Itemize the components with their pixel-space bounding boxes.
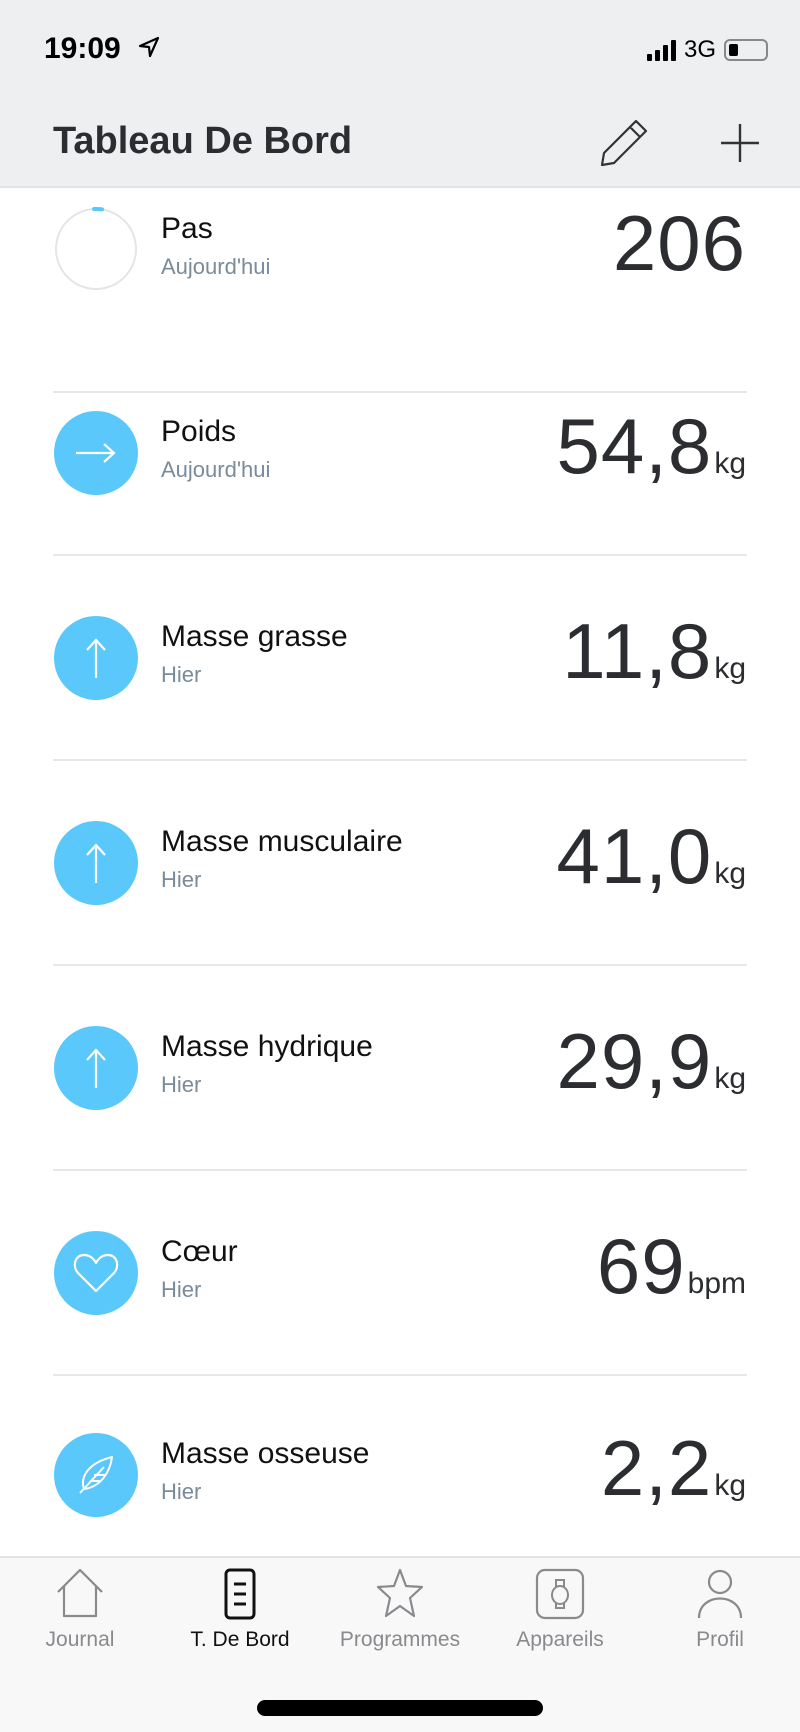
divider — [53, 391, 747, 393]
metric-label: Masse musculaire — [161, 825, 403, 858]
tab-bar: Journal T. De Bord Programmes Appareils … — [0, 1556, 800, 1732]
arrow-up-icon — [86, 1048, 106, 1088]
tab-label: Journal — [45, 1628, 115, 1651]
metric-value: 206 — [612, 199, 746, 287]
metric-row-weight[interactable]: Poids Aujourd'hui 54,8 kg — [0, 351, 800, 556]
arrow-up-icon — [86, 638, 106, 678]
add-button[interactable] — [712, 115, 768, 171]
person-icon — [697, 1569, 743, 1619]
metric-date: Aujourd'hui — [161, 457, 271, 482]
trend-badge — [54, 616, 138, 700]
metric-label: Cœur — [161, 1235, 238, 1268]
metric-label: Masse hydrique — [161, 1030, 373, 1063]
network-type: 3G — [683, 36, 716, 63]
star-icon — [376, 1568, 424, 1618]
home-icon — [57, 1568, 103, 1618]
edit-button[interactable] — [596, 115, 652, 171]
feather-icon — [79, 1456, 113, 1494]
metric-label: Pas — [161, 212, 213, 245]
metric-date: Hier — [161, 662, 202, 687]
divider — [53, 1374, 747, 1376]
metric-value: 2,2 kg — [600, 1424, 746, 1512]
home-indicator[interactable] — [257, 1700, 543, 1716]
top-bar: 19:09 3G Tableau De Bord — [0, 0, 800, 188]
trend-badge — [54, 821, 138, 905]
battery-icon — [724, 39, 768, 61]
trend-badge — [54, 411, 138, 495]
tab-devices[interactable]: Appareils — [480, 1568, 640, 1668]
plus-icon — [721, 124, 759, 162]
heart-badge — [54, 1231, 138, 1315]
metric-row-steps[interactable]: Pas Aujourd'hui 206 — [0, 188, 800, 393]
metric-value: 69 bpm — [596, 1222, 746, 1310]
divider — [53, 1169, 747, 1171]
metric-value: 29,9 kg — [556, 1017, 747, 1105]
divider — [53, 759, 747, 761]
divider — [53, 554, 747, 556]
pencil-icon — [600, 119, 648, 167]
metric-date: Hier — [161, 1072, 202, 1097]
tab-label: Programmes — [339, 1628, 461, 1651]
page-title: Tableau De Bord — [53, 120, 353, 162]
metric-date: Hier — [161, 867, 202, 892]
metric-row-water-mass[interactable]: Masse hydrique Hier 29,9 kg — [0, 966, 800, 1171]
metric-value: 54,8 kg — [556, 402, 747, 490]
tab-label: T. De Bord — [190, 1628, 290, 1651]
metric-row-muscle-mass[interactable]: Masse musculaire Hier 41,0 kg — [0, 761, 800, 966]
metric-label: Poids — [161, 415, 237, 448]
metric-label: Masse osseuse — [161, 1437, 370, 1470]
metric-date: Aujourd'hui — [161, 254, 271, 279]
trend-badge — [54, 1026, 138, 1110]
tab-programs[interactable]: Programmes — [320, 1568, 480, 1668]
arrow-up-icon — [86, 843, 106, 883]
metric-date: Hier — [161, 1479, 202, 1504]
tab-profile[interactable]: Profil — [640, 1568, 800, 1668]
metric-row-bone-mass[interactable]: Masse osseuse Hier 2,2 kg — [0, 1376, 800, 1556]
metric-row-heart[interactable]: Cœur Hier 69 bpm — [0, 1171, 800, 1376]
signal-icon — [646, 39, 676, 61]
dashboard-icon — [224, 1568, 256, 1620]
bone-badge — [54, 1433, 138, 1517]
metric-value: 41,0 kg — [556, 812, 747, 900]
watch-icon — [535, 1568, 585, 1620]
tab-label: Profil — [696, 1628, 744, 1651]
metric-value: 11,8 kg — [562, 607, 746, 695]
location-arrow-icon — [138, 36, 160, 58]
metric-row-fat-mass[interactable]: Masse grasse Hier 11,8 kg — [0, 556, 800, 761]
tab-dashboard[interactable]: T. De Bord — [160, 1568, 320, 1668]
status-time: 19:09 — [44, 32, 121, 65]
divider — [53, 964, 747, 966]
heart-icon — [73, 1253, 119, 1293]
tab-label: Appareils — [516, 1628, 604, 1651]
progress-ring-icon — [55, 207, 137, 290]
arrow-right-icon — [76, 443, 116, 463]
metric-label: Masse grasse — [161, 620, 348, 653]
tab-journal[interactable]: Journal — [0, 1568, 160, 1668]
metric-date: Hier — [161, 1277, 202, 1302]
